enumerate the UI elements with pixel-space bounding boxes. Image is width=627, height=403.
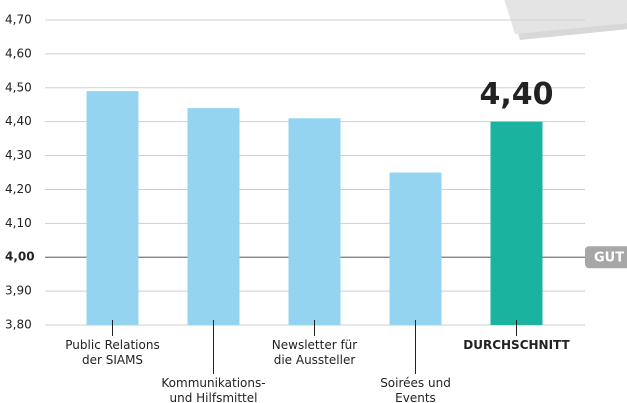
x-tick-label: Public Relations der SIAMS	[65, 338, 159, 367]
y-tick-label: 4,30	[5, 148, 32, 162]
data-label: 4,40	[479, 77, 553, 112]
annotation-tag	[585, 246, 627, 269]
annotation: GUT	[594, 251, 624, 266]
bar	[490, 121, 543, 326]
x-tick-label: Kommunikations-und Hilfsmittel	[161, 376, 265, 403]
y-tick-label: 4,00	[5, 250, 35, 264]
y-tick-label: 4,20	[5, 182, 32, 196]
y-tick-label: 4,60	[5, 46, 32, 60]
bar	[86, 91, 139, 326]
y-tick-label: 3,90	[5, 284, 32, 298]
y-tick-label: 4,40	[5, 114, 32, 128]
y-tick-label: 4,50	[5, 80, 32, 94]
y-tick-label: 4,10	[5, 216, 32, 230]
bar	[389, 172, 442, 325]
y-tick-label: 4,70	[5, 13, 32, 27]
y-tick-label: 3,80	[5, 318, 32, 332]
bar	[187, 108, 240, 325]
x-tick-label: Newsletter für die Aussteller	[272, 338, 358, 367]
x-tick-label: DURCHSCHNITT	[463, 338, 570, 352]
bar	[288, 118, 341, 326]
x-tick-label: Soirées und Events	[380, 376, 451, 403]
